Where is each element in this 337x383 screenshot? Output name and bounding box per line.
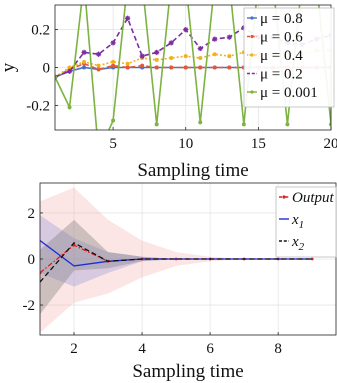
top-point-0-6: [140, 63, 145, 68]
bottom-legend-marker: [282, 195, 286, 199]
bottom-band-x1: [40, 215, 313, 287]
top-point-0-001: [97, 151, 101, 155]
top-point-0-2: [139, 53, 145, 59]
top-legend-label-0-001: μ = 0.001: [260, 85, 318, 101]
top-point-0-2: [212, 36, 218, 42]
top-y-axis-label: y: [0, 62, 19, 72]
bottom-chart: 2 4 6 8 -2 0 2 Sampling time Output x1 x2: [23, 182, 337, 382]
top-legend-marker: [250, 34, 254, 39]
top-point-0-6: [154, 65, 159, 70]
top-legend-label-0-6: μ = 0.6: [260, 30, 303, 46]
top-x-axis-label: Sampling time: [137, 160, 248, 181]
top-legend-label-0-2: μ = 0.2: [260, 67, 303, 83]
top-point-0-4: [154, 57, 159, 62]
top-point-0-001: [198, 120, 203, 125]
bottom-ytick-label: 0: [28, 252, 36, 268]
top-point-0-2: [183, 27, 189, 33]
top-point-0-4: [212, 52, 217, 57]
top-legend-label-0-4: μ = 0.4: [260, 48, 303, 64]
top-point-0-4: [67, 65, 72, 70]
top-point-0-001: [67, 105, 72, 110]
top-point-0-2: [168, 40, 174, 46]
top-point-0-8: [82, 65, 87, 70]
top-point-0-4: [183, 54, 188, 59]
top-point-0-001: [285, 122, 290, 127]
top-point-0-2: [154, 49, 160, 55]
top-point-0-001: [111, 118, 116, 123]
top-point-0-2: [197, 45, 203, 52]
top-point-0-2: [110, 40, 116, 46]
top-point-0-6: [198, 65, 203, 70]
top-point-0-4: [125, 61, 130, 66]
bottom-legend-box: [275, 186, 337, 258]
bottom-legend-label-x1: x1: [291, 212, 304, 231]
top-legend-marker: [250, 90, 254, 94]
top-point-0-4: [111, 59, 116, 64]
top-point-0-6: [212, 65, 217, 70]
top-xtick-label: 10: [178, 136, 193, 152]
top-legend-box: [243, 7, 335, 108]
top-xtick-label: 15: [251, 136, 266, 152]
bottom-line-x2: [40, 242, 313, 283]
bottom-legend-label-x2: x2: [291, 234, 305, 253]
bottom-legend-label-output: Output: [292, 190, 335, 206]
top-point-0-001: [154, 122, 159, 127]
top-xtick-label: 20: [324, 136, 337, 152]
top-point-0-4: [169, 56, 174, 61]
bottom-xtick-label: 6: [206, 341, 214, 357]
top-point-0-001: [241, 122, 246, 127]
top-legend-marker: [250, 16, 254, 20]
top-point-0-4: [82, 59, 87, 64]
top-point-0-6: [111, 63, 116, 68]
bottom-legend: Output x1 x2: [275, 186, 337, 258]
top-point-0-6: [227, 65, 232, 70]
top-ytick-label: -0.2: [26, 98, 50, 114]
bottom-xtick-label: 4: [138, 341, 146, 357]
top-point-0-4: [227, 54, 232, 59]
top-line-0-2: [55, 16, 331, 78]
top-ytick-label: 0: [43, 61, 51, 77]
bottom-xtick-label: 8: [274, 341, 282, 357]
top-legend-label-0-8: μ = 0.8: [260, 11, 303, 27]
top-point-0-001: [55, 74, 57, 79]
top-point-0-001: [329, 122, 331, 127]
top-point-0-6: [169, 65, 174, 70]
top-point-0-4: [198, 56, 203, 61]
top-point-0-2: [125, 15, 131, 21]
top-ytick-label: 0.2: [31, 23, 50, 39]
top-point-0-6: [183, 65, 188, 70]
top-point-0-6: [96, 67, 101, 72]
bottom-series-layer: [40, 187, 314, 333]
top-legend: μ = 0.8 μ = 0.6 μ = 0.4 μ = 0.2 μ = 0.001: [243, 7, 335, 108]
top-point-0-6: [125, 65, 130, 70]
top-point-0-2: [81, 49, 87, 55]
bottom-band-x2: [40, 219, 313, 315]
top-point-0-2: [95, 51, 102, 57]
top-point-0-4: [96, 63, 101, 68]
top-legend-marker: [250, 53, 254, 57]
top-point-0-2: [226, 34, 232, 40]
bottom-xtick-label: 2: [70, 341, 78, 357]
bottom-x-axis-label: Sampling time: [132, 361, 243, 382]
bottom-ytick-label: 2: [28, 206, 36, 222]
bottom-ytick-label: -2: [23, 298, 36, 314]
top-xtick-label: 5: [109, 136, 117, 152]
top-point-0-2: [66, 68, 73, 74]
